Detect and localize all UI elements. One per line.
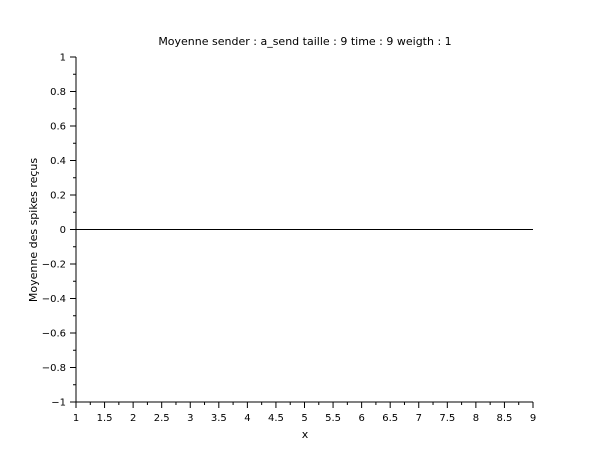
- x-tick-label: 4: [244, 413, 250, 424]
- x-tick-label: 9: [530, 413, 536, 424]
- y-tick-label: 0.8: [50, 87, 66, 98]
- x-tick-label: 1.5: [97, 413, 113, 424]
- x-tick-label: 1: [73, 413, 79, 424]
- y-tick-label: −0.8: [42, 363, 66, 374]
- x-tick-label: 2: [130, 413, 136, 424]
- y-tick-label: 0.4: [50, 156, 66, 167]
- y-tick-label: 1: [60, 53, 66, 64]
- x-tick-label: 6.5: [382, 413, 398, 424]
- y-tick-label: 0: [60, 225, 66, 236]
- plot-area: 1 1.5 2 2.5 3 3.5 4 4.5 5 5.5 6 6.5 7 7.5 8 8.5 9 −1 −0.8…: [42, 53, 536, 425]
- y-axis-ticks: −1 −0.8 −0.6 −0.4 −0.2 0 0.2 0.4 0.6 0.8 1: [42, 53, 76, 409]
- x-tick-label: 5.5: [325, 413, 341, 424]
- x-tick-label: 8.5: [496, 413, 512, 424]
- y-axis-label: Moyenne des spikes reçus: [27, 158, 40, 302]
- x-tick-label: 4.5: [268, 413, 284, 424]
- x-tick-label: 8: [473, 413, 479, 424]
- y-tick-label: −1: [51, 398, 66, 409]
- x-axis-ticks: 1 1.5 2 2.5 3 3.5 4 4.5 5 5.5 6 6.5 7 7.5 8 8.5 9: [73, 402, 536, 424]
- x-tick-label: 6: [358, 413, 364, 424]
- y-tick-label: 0.6: [50, 122, 66, 133]
- chart-title: Moyenne sender : a_send taille : 9 time …: [158, 35, 451, 48]
- y-tick-label: 0.2: [50, 191, 66, 202]
- x-tick-label: 3.5: [211, 413, 227, 424]
- x-axis-label: x: [302, 428, 309, 441]
- y-tick-label: −0.6: [42, 329, 66, 340]
- x-tick-label: 2.5: [154, 413, 170, 424]
- x-tick-label: 7: [416, 413, 422, 424]
- x-tick-label: 7.5: [439, 413, 455, 424]
- x-tick-label: 3: [187, 413, 193, 424]
- x-tick-label: 5: [301, 413, 307, 424]
- y-tick-label: −0.4: [42, 294, 66, 305]
- y-tick-label: −0.2: [42, 260, 66, 271]
